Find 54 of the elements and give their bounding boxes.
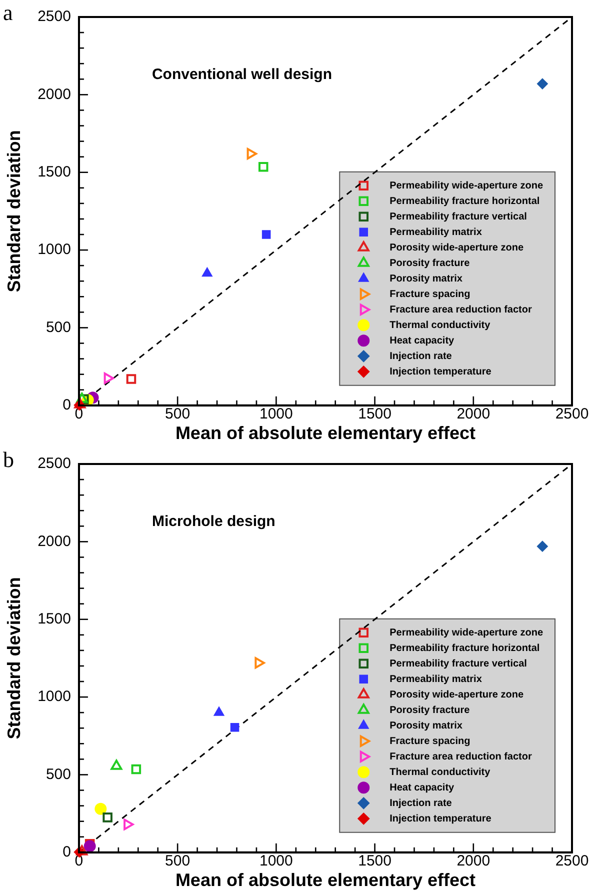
legend-label: Fracture spacing [390, 288, 470, 300]
y-tick-label: 500 [46, 318, 71, 336]
text: a [3, 0, 13, 25]
legend-label: Porosity fracture [390, 704, 470, 716]
legend-label: Permeability fracture horizontal [390, 642, 540, 654]
x-tick-label: 1000 [259, 406, 293, 423]
text: Microhole design [152, 513, 276, 530]
x-tick-label: 2500 [555, 406, 589, 423]
x-tick-label: 1000 [259, 852, 293, 870]
legend-label: Porosity matrix [390, 720, 463, 732]
legend-label: Porosity matrix [390, 273, 463, 284]
text: Conventional well design [152, 66, 332, 83]
legend-label: Porosity wide-aperture zone [390, 689, 524, 700]
legend-label: Injection temperature [390, 813, 492, 824]
legend-label: Fracture area reduction factor [390, 751, 532, 762]
legend-label: Heat capacity [390, 335, 455, 346]
y-tick-label: 2500 [38, 8, 71, 26]
legend-label: Fracture spacing [390, 736, 470, 747]
legend-label: Permeability fracture vertical [390, 211, 528, 222]
y-tick-label: 2000 [38, 532, 71, 550]
legend-label: Thermal conductivity [390, 766, 491, 778]
x-tick-label: 2000 [456, 406, 490, 423]
legend-label: Porosity fracture [390, 258, 470, 269]
legend-label: Permeability fracture horizontal [390, 196, 540, 207]
y-tick-label: 1500 [38, 164, 71, 180]
legend-label: Injection rate [390, 798, 452, 809]
y-axis-title: Standard deviation [4, 130, 24, 292]
legend-label: Injection temperature [390, 366, 492, 378]
y-tick-label: 1000 [38, 688, 71, 706]
legend-label: Fracture area reduction factor [390, 304, 532, 316]
legend-label: Permeability wide-aperture zone [390, 627, 544, 638]
x-tick-label: 500 [165, 406, 190, 423]
legend-label: Thermal conductivity [390, 320, 491, 331]
legend-label: Permeability matrix [390, 674, 482, 685]
legend-label: Heat capacity [390, 782, 455, 794]
legend-label: Porosity wide-aperture zone [390, 242, 524, 254]
x-axis-title: Mean of absolute elementary effect [175, 870, 476, 890]
x-axis-title: Mean of absolute elementary effect [175, 423, 476, 444]
y-tick-label: 2000 [38, 86, 71, 103]
x-tick-label: 1500 [358, 852, 392, 870]
legend-label: Permeability fracture vertical [390, 658, 528, 670]
legend-label: Permeability wide-aperture zone [390, 180, 544, 192]
x-tick-label: 2500 [555, 852, 589, 870]
y-tick-label: 500 [46, 766, 71, 783]
y-axis-title: Standard deviation [4, 577, 24, 740]
y-tick-label: 1500 [38, 610, 71, 628]
y-tick-label: 1000 [38, 241, 71, 258]
legend-label: Injection rate [390, 350, 452, 362]
text: b [3, 447, 14, 472]
legend-label: Permeability matrix [390, 226, 482, 238]
y-tick-label: 2500 [38, 455, 71, 472]
x-tick-label: 2000 [456, 852, 490, 870]
x-tick-label: 500 [165, 852, 190, 870]
x-tick-label: 1500 [358, 406, 392, 423]
